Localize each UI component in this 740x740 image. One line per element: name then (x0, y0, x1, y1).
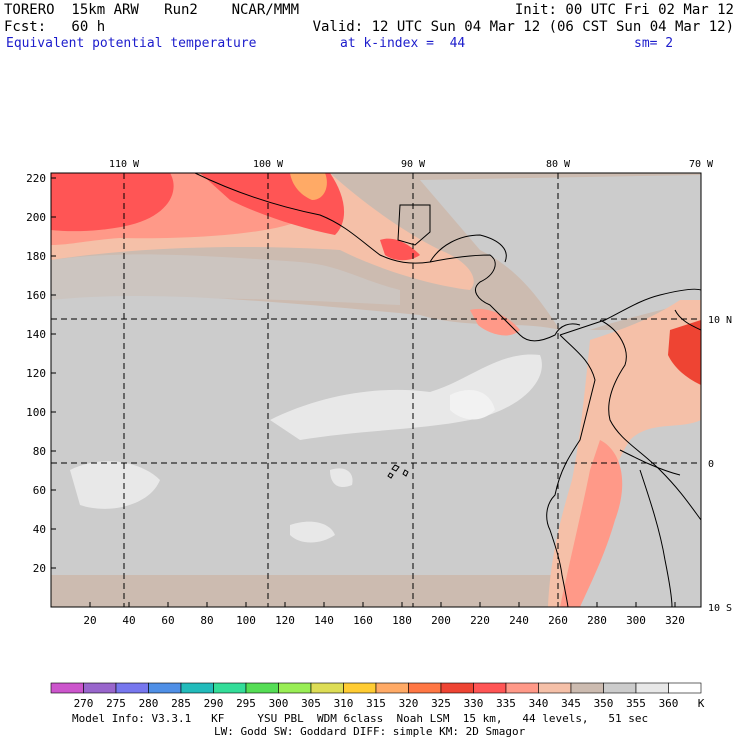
x-tick-label: 220 (470, 614, 490, 627)
init-time: Init: 00 UTC Fri 02 Mar 12 (514, 2, 734, 18)
lon-label: 80 W (546, 159, 571, 170)
colorbar-label: 350 (594, 697, 614, 710)
model-title: TORERO 15km ARW Run2 NCAR/MMM (4, 2, 300, 18)
x-tick-label: 200 (431, 614, 451, 627)
colorbar-label: 325 (431, 697, 451, 710)
colorbar-label: 300 (269, 697, 289, 710)
y-tick-label: 100 (26, 406, 46, 419)
x-tick-label: 320 (665, 614, 685, 627)
colorbar-swatch (375, 682, 409, 694)
x-tick-label: 20 (83, 614, 96, 627)
model-info: Model Info: V3.3.1 KF YSU PBL WDM 6class… (72, 712, 649, 725)
y-tick-label: 40 (33, 523, 46, 536)
colorbar-swatch (115, 682, 149, 694)
colorbar-label: 335 (496, 697, 516, 710)
colorbar-label: 285 (171, 697, 191, 710)
colorbar-swatch (408, 682, 442, 694)
x-tick-label: 60 (161, 614, 174, 627)
graticule (51, 173, 701, 607)
x-tick-label: 160 (353, 614, 373, 627)
colorbar (50, 682, 702, 694)
lat-label: 10 N (708, 315, 732, 326)
x-tick-label: 100 (236, 614, 256, 627)
lat-label: 10 S (708, 603, 732, 614)
physics-info: LW: Godd SW: Goddard DIFF: simple KM: 2D… (214, 725, 526, 738)
x-tick-label: 120 (275, 614, 295, 627)
x-tick-label: 140 (314, 614, 334, 627)
colorbar-label: 310 (334, 697, 354, 710)
colorbar-label: 290 (204, 697, 224, 710)
field-name: Equivalent potential temperature (6, 36, 257, 51)
lon-label: 90 W (401, 159, 426, 170)
colorbar-swatch (278, 682, 312, 694)
lat-label: 0 (708, 459, 714, 470)
x-tick-label: 40 (122, 614, 135, 627)
colorbar-swatch (635, 682, 669, 694)
colorbar-label: 315 (366, 697, 386, 710)
colorbar-label: 320 (399, 697, 419, 710)
colorbar-label: 360 (659, 697, 679, 710)
colorbar-swatch (440, 682, 474, 694)
colorbar-unit: K (698, 697, 705, 710)
x-tick-label: 80 (200, 614, 213, 627)
colorbar-label: 355 (626, 697, 646, 710)
colorbar-swatch (473, 682, 507, 694)
theta-e-field (51, 173, 701, 607)
x-tick-label: 240 (509, 614, 529, 627)
valid-time: Valid: 12 UTC Sun 04 Mar 12 (06 CST Sun … (312, 19, 734, 35)
colorbar-label: 275 (106, 697, 126, 710)
colorbar-swatch (343, 682, 377, 694)
level-label: at k-index = 44 (340, 36, 466, 51)
colorbar-label: 340 (529, 697, 549, 710)
y-tick-label: 180 (26, 250, 46, 263)
colorbar-swatch (603, 682, 637, 694)
y-tick-label: 80 (33, 445, 46, 458)
y-tick-label: 160 (26, 289, 46, 302)
x-tick-label: 260 (548, 614, 568, 627)
colorbar-label: 345 (561, 697, 581, 710)
lon-label: 110 W (109, 159, 140, 170)
x-tick-label: 280 (587, 614, 607, 627)
x-tick-label: 180 (392, 614, 412, 627)
smoothing-label: sm= 2 (634, 36, 674, 51)
colorbar-label: 280 (139, 697, 159, 710)
colorbar-swatch (310, 682, 344, 694)
y-tick-label: 140 (26, 328, 46, 341)
colorbar-label: 295 (236, 697, 256, 710)
y-tick-label: 20 (33, 562, 46, 575)
colorbar-label: 330 (464, 697, 484, 710)
colorbar-label: 270 (74, 697, 94, 710)
x-tick-label: 300 (626, 614, 646, 627)
y-tick-label: 120 (26, 367, 46, 380)
lon-label: 70 W (689, 159, 714, 170)
forecast-hour: Fcst: 60 h (4, 19, 106, 35)
colorbar-swatch (505, 682, 539, 694)
y-tick-label: 220 (26, 172, 46, 185)
colorbar-swatch (570, 682, 604, 694)
colorbar-label: 305 (301, 697, 321, 710)
colorbar-swatch (245, 682, 279, 694)
lon-label: 100 W (253, 159, 284, 170)
y-tick-label: 200 (26, 211, 46, 224)
colorbar-swatch (213, 682, 247, 694)
colorbar-swatch (83, 682, 117, 694)
colorbar-swatch (148, 682, 182, 694)
colorbar-swatch (668, 682, 702, 694)
colorbar-swatch (180, 682, 214, 694)
colorbar-swatch (538, 682, 572, 694)
colorbar-swatch (50, 682, 84, 694)
map-frame (50, 172, 702, 608)
y-tick-label: 60 (33, 484, 46, 497)
coastlines (194, 173, 701, 607)
